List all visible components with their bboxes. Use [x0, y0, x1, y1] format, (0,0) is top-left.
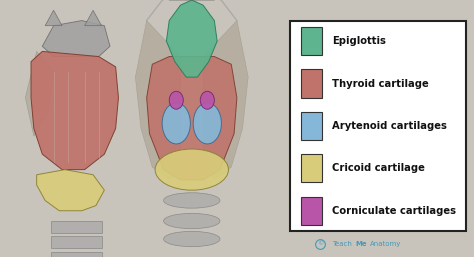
FancyBboxPatch shape: [301, 27, 322, 55]
Polygon shape: [51, 221, 101, 233]
Ellipse shape: [164, 213, 220, 229]
Polygon shape: [26, 51, 54, 136]
Polygon shape: [166, 0, 217, 77]
Text: Arytenoid cartilages: Arytenoid cartilages: [332, 121, 447, 131]
Polygon shape: [31, 51, 118, 170]
Ellipse shape: [155, 149, 228, 190]
Polygon shape: [84, 10, 101, 26]
Text: Thyroid cartilage: Thyroid cartilage: [332, 79, 428, 88]
Ellipse shape: [169, 91, 183, 109]
Polygon shape: [51, 236, 101, 248]
Polygon shape: [146, 57, 237, 180]
Ellipse shape: [162, 103, 191, 144]
Ellipse shape: [193, 103, 221, 144]
Text: Cricoid cartilage: Cricoid cartilage: [332, 163, 425, 173]
Text: Epiglottis: Epiglottis: [332, 36, 386, 46]
Ellipse shape: [164, 231, 220, 247]
Polygon shape: [36, 170, 104, 211]
FancyBboxPatch shape: [301, 112, 322, 140]
Polygon shape: [42, 21, 110, 57]
FancyBboxPatch shape: [301, 197, 322, 225]
FancyBboxPatch shape: [301, 154, 322, 182]
Ellipse shape: [200, 91, 214, 109]
Text: Anatomy: Anatomy: [370, 241, 401, 247]
FancyBboxPatch shape: [290, 21, 466, 231]
Text: ©: ©: [317, 242, 324, 247]
FancyBboxPatch shape: [301, 69, 322, 98]
Ellipse shape: [164, 193, 220, 208]
Polygon shape: [45, 10, 62, 26]
Text: Me: Me: [355, 241, 366, 247]
Polygon shape: [51, 252, 101, 257]
Polygon shape: [203, 21, 248, 180]
Text: Teach: Teach: [332, 241, 352, 247]
Text: Corniculate cartilages: Corniculate cartilages: [332, 206, 456, 216]
Polygon shape: [136, 21, 181, 180]
